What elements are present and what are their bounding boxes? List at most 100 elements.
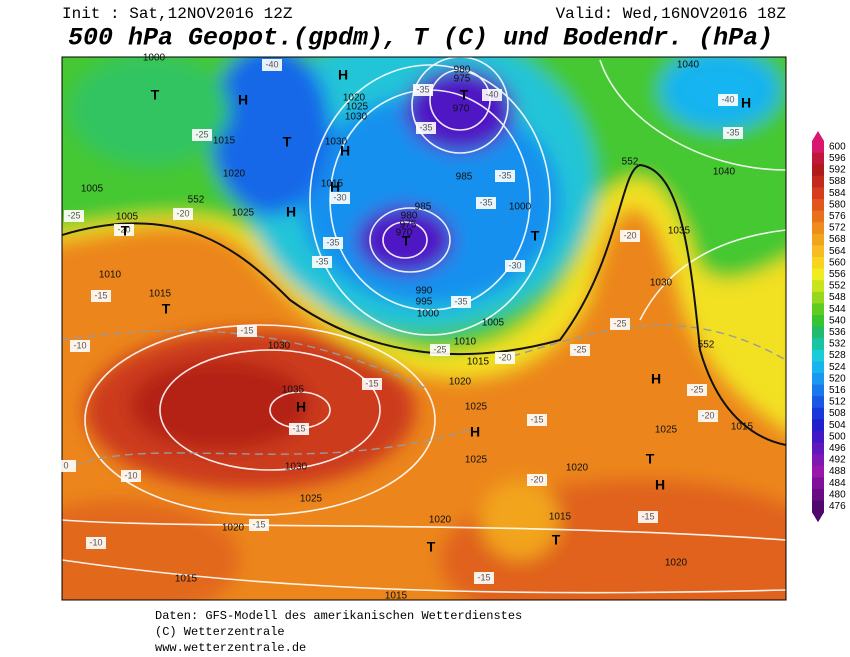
isobar-label: 1005 xyxy=(81,184,104,195)
isobar-label: 1005 xyxy=(116,212,139,223)
pressure-center: H xyxy=(330,179,340,195)
colorbar-swatch xyxy=(812,500,824,513)
temperature-label: -15 xyxy=(94,290,107,300)
temperature-label: -20 xyxy=(530,474,543,484)
colorbar-label: 592 xyxy=(829,165,846,176)
colorbar-label: 504 xyxy=(829,420,846,431)
temperature-label: -35 xyxy=(479,197,492,207)
colorbar-swatch xyxy=(812,315,824,328)
isobar-label: 1035 xyxy=(282,385,305,396)
colorbar-swatch xyxy=(812,291,824,304)
temperature-label: 0 xyxy=(63,460,68,470)
temperature-label: -25 xyxy=(433,344,446,354)
isobar-label: 1015 xyxy=(385,591,408,602)
isobar-label: 995 xyxy=(416,297,433,308)
colorbar-swatch xyxy=(812,141,824,154)
isobar-label: 1015 xyxy=(175,574,198,585)
isobar-label: 1000 xyxy=(417,309,440,320)
pressure-center: H xyxy=(741,95,751,111)
colorbar-label: 536 xyxy=(829,327,846,338)
colorbar-label: 492 xyxy=(829,455,846,466)
isobar-label: 1000 xyxy=(143,53,166,64)
temperature-label: -20 xyxy=(498,352,511,362)
isobar-label: 1020 xyxy=(429,515,452,526)
colorbar-swatch xyxy=(812,373,824,386)
colorbar-swatch xyxy=(812,442,824,455)
temperature-label: -25 xyxy=(573,344,586,354)
temperature-label-box xyxy=(64,210,84,222)
colorbar-arrow xyxy=(812,131,824,141)
colorbar-arrow xyxy=(812,512,824,523)
temperature-label: -25 xyxy=(690,384,703,394)
pressure-center: T xyxy=(552,532,561,548)
isobar-label: 970 xyxy=(396,228,413,239)
colorbar-label: 576 xyxy=(829,211,846,222)
pressure-center: T xyxy=(531,228,540,244)
temperature-label: -30 xyxy=(333,192,346,202)
colorbar-swatch xyxy=(812,175,824,188)
temperature-label: -10 xyxy=(73,340,86,350)
colorbar-label: 500 xyxy=(829,431,846,442)
map-field xyxy=(62,57,786,600)
init-time: Init : Sat,12NOV2016 12Z xyxy=(62,5,293,23)
temperature-label-box xyxy=(91,290,111,302)
temperature-label-box xyxy=(638,511,658,523)
temperature-label-box xyxy=(482,89,502,101)
colorbar-swatch xyxy=(812,349,824,362)
isobar-label: 1025 xyxy=(346,102,369,113)
colorbar-label: 596 xyxy=(829,153,846,164)
colorbar-swatch xyxy=(812,268,824,281)
colorbar-swatch xyxy=(812,257,824,270)
temperature-label: -15 xyxy=(641,511,654,521)
temperature-label: -15 xyxy=(365,378,378,388)
colorbar-swatch xyxy=(812,454,824,467)
temperature-label-box xyxy=(416,122,436,134)
colorbar-label: 580 xyxy=(829,199,846,210)
temperature-label-box xyxy=(237,325,257,337)
pressure-center: T xyxy=(427,539,436,555)
isobar-label: 1025 xyxy=(232,208,255,219)
isobar-label: 1015 xyxy=(549,512,572,523)
pressure-center: T xyxy=(402,233,411,249)
colorbar-swatch xyxy=(812,477,824,490)
temperature-label-box xyxy=(249,519,269,531)
temperature-label-box xyxy=(413,84,433,96)
temperature-label-box xyxy=(698,410,718,422)
isobar-label: 1020 xyxy=(566,463,589,474)
colorbar-swatch xyxy=(812,233,824,246)
temperature-label: -15 xyxy=(252,519,265,529)
isobar-label: 975 xyxy=(454,74,471,85)
temperature-label-box xyxy=(430,344,450,356)
temperature-label-box xyxy=(718,94,738,106)
pressure-center: T xyxy=(121,223,130,239)
temperature-label: -35 xyxy=(315,256,328,266)
colorbar-label: 516 xyxy=(829,385,846,396)
pressure-center: H xyxy=(655,477,665,493)
temperature-label: -40 xyxy=(485,89,498,99)
colorbar-label: 600 xyxy=(829,141,846,152)
valid-time: Valid: Wed,16NOV2016 18Z xyxy=(556,5,787,23)
temperature-label-box xyxy=(262,59,282,71)
isobar-label: 1015 xyxy=(321,179,344,190)
isobar-label: 1010 xyxy=(99,270,122,281)
temperature-label: -25 xyxy=(195,129,208,139)
isobar-label: 985 xyxy=(456,172,473,183)
temperature-label: -20 xyxy=(176,208,189,218)
isobar-label: 552 xyxy=(188,195,205,206)
colorbar-label: 588 xyxy=(829,176,846,187)
temperature-label: -40 xyxy=(721,94,734,104)
temperature-label: -10 xyxy=(89,537,102,547)
colorbar-swatch xyxy=(812,419,824,432)
temperature-label-box xyxy=(527,414,547,426)
isobar-label: 1015 xyxy=(213,136,236,147)
temperature-label-box xyxy=(527,474,547,486)
temperature-label-box xyxy=(474,572,494,584)
pressure-center: H xyxy=(470,424,480,440)
isobar-label: 1040 xyxy=(677,60,700,71)
colorbar-swatch xyxy=(812,152,824,165)
isobar-label: 1030 xyxy=(650,278,673,289)
isobar-label: 1025 xyxy=(465,402,488,413)
isobar-label: 1020 xyxy=(665,558,688,569)
pressure-center: H xyxy=(286,204,296,220)
